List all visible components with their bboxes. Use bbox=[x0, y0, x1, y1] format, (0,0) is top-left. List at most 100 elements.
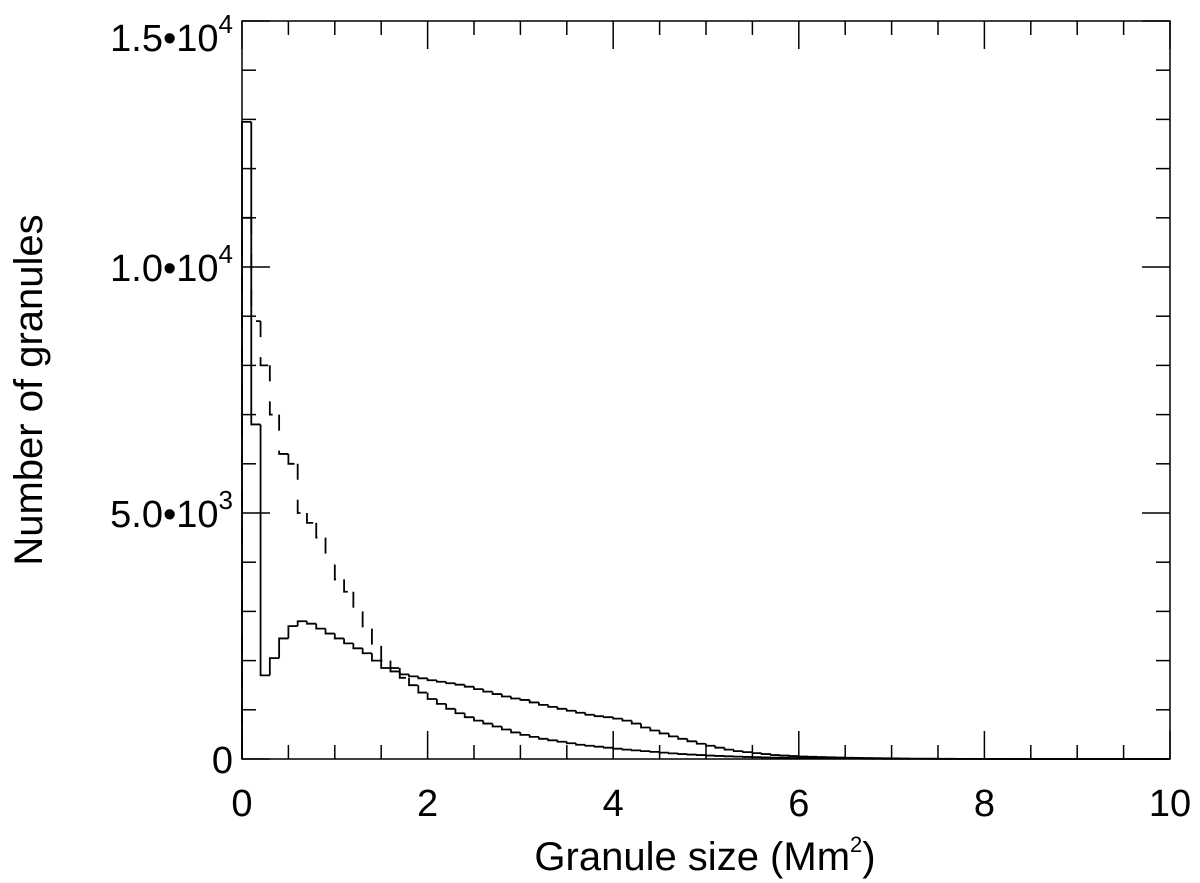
histogram-bin bbox=[742, 751, 753, 754]
histogram-bin bbox=[732, 749, 744, 753]
histogram-bin bbox=[324, 628, 335, 635]
histogram-bin bbox=[500, 726, 512, 731]
histogram-bin bbox=[677, 753, 688, 755]
histogram-bin bbox=[278, 414, 289, 455]
histogram-bin bbox=[408, 677, 419, 687]
histogram-bin bbox=[695, 741, 706, 745]
histogram-bin bbox=[593, 714, 604, 718]
histogram-bin bbox=[667, 752, 679, 755]
histogram-bin bbox=[621, 718, 632, 722]
histogram-bin bbox=[519, 698, 530, 701]
histogram-bin bbox=[491, 723, 502, 728]
histogram-bin bbox=[454, 708, 465, 715]
histogram-bin bbox=[714, 745, 725, 749]
histogram-bin bbox=[352, 591, 363, 613]
histogram-bin bbox=[649, 750, 660, 753]
histogram-bin bbox=[649, 727, 660, 732]
histogram-bin bbox=[426, 678, 437, 682]
histogram-bin bbox=[630, 749, 642, 752]
histogram-bin bbox=[343, 579, 354, 593]
histogram-bin bbox=[398, 667, 410, 679]
x-tick-label: 2 bbox=[417, 783, 438, 825]
histogram-bin bbox=[667, 733, 679, 738]
histogram-bin bbox=[287, 625, 298, 639]
histogram-bin bbox=[426, 692, 437, 700]
histogram-bin bbox=[565, 741, 577, 745]
histogram-bin bbox=[278, 637, 289, 659]
x-axis-title-superscript: 2 bbox=[850, 832, 862, 857]
histogram-bin bbox=[287, 453, 298, 465]
histogram-bin bbox=[482, 720, 493, 725]
histogram-bin bbox=[547, 704, 558, 708]
x-axis-title: Granule size (Mm2) bbox=[534, 832, 875, 879]
histogram-bin bbox=[398, 671, 410, 676]
histogram-bin bbox=[463, 713, 474, 719]
histogram-bin bbox=[584, 744, 595, 747]
histogram-bin bbox=[556, 706, 567, 710]
histogram-bin bbox=[584, 712, 595, 716]
histogram-bin bbox=[389, 660, 400, 669]
histogram-bin bbox=[556, 740, 567, 743]
histogram-bin bbox=[435, 698, 447, 705]
histogram-bin bbox=[473, 717, 484, 722]
plot-frame bbox=[241, 20, 1171, 760]
histogram-bin bbox=[445, 681, 456, 685]
histogram-bin bbox=[751, 752, 762, 754]
histogram-bin bbox=[352, 643, 363, 650]
x-tick-label: 4 bbox=[603, 783, 624, 825]
histogram-bin bbox=[241, 216, 252, 759]
series-dashed bbox=[241, 216, 1170, 760]
histogram-bin bbox=[528, 699, 539, 704]
x-tick-label: 6 bbox=[788, 783, 809, 825]
histogram-bin bbox=[306, 513, 317, 524]
histogram-bin bbox=[250, 121, 261, 426]
histogram-bin bbox=[315, 623, 326, 630]
y-tick-label: 1.0•104 bbox=[110, 239, 233, 290]
axis-ticks bbox=[241, 20, 1171, 760]
histogram-bin bbox=[770, 754, 781, 756]
histogram-bin bbox=[575, 743, 586, 746]
histogram-bin bbox=[417, 685, 428, 694]
histogram-bin bbox=[640, 723, 651, 729]
histogram-bin bbox=[371, 628, 382, 647]
y-tick-label: 5.0•103 bbox=[110, 485, 233, 536]
histogram-bin bbox=[519, 732, 530, 736]
histogram-bin bbox=[612, 747, 623, 750]
x-tick-label: 10 bbox=[1149, 783, 1191, 825]
histogram-bin bbox=[640, 750, 651, 753]
histogram-bin bbox=[333, 633, 345, 640]
histogram-bin bbox=[473, 686, 484, 691]
histogram-bin bbox=[565, 708, 577, 712]
histogram-bin bbox=[315, 522, 326, 539]
histogram-bin bbox=[268, 657, 280, 676]
histogram-bin bbox=[575, 710, 586, 714]
histogram-bin bbox=[333, 564, 345, 581]
histogram-bin bbox=[250, 217, 261, 323]
histogram-bin bbox=[723, 747, 734, 751]
histogram-bin bbox=[445, 703, 456, 710]
histogram-bin bbox=[658, 751, 669, 754]
histogram-bin bbox=[630, 720, 642, 725]
histogram-bin bbox=[380, 660, 391, 669]
histogram-bin bbox=[371, 653, 382, 662]
x-axis-title-text: Granule size (Mm bbox=[534, 835, 850, 879]
y-tick-label: 0 bbox=[212, 740, 233, 782]
histogram-bin bbox=[296, 620, 307, 627]
histogram-bin bbox=[454, 683, 465, 686]
histogram-bin bbox=[538, 736, 549, 740]
histogram-bin bbox=[593, 745, 604, 748]
histogram-bin bbox=[259, 321, 270, 367]
histogram-bin bbox=[296, 463, 307, 514]
histogram-bin bbox=[760, 753, 771, 755]
histogram-bin bbox=[380, 645, 391, 662]
histogram-bin bbox=[510, 729, 521, 734]
histogram-bin bbox=[463, 684, 474, 688]
x-tick-label: 0 bbox=[231, 783, 252, 825]
histogram-bin bbox=[435, 680, 447, 683]
histogram-bin bbox=[686, 738, 697, 743]
x-axis-title-end: ) bbox=[862, 835, 875, 879]
histogram-bin bbox=[389, 667, 400, 673]
y-axis-title: Number of granules bbox=[7, 214, 51, 565]
x-tick-label: 8 bbox=[974, 783, 995, 825]
